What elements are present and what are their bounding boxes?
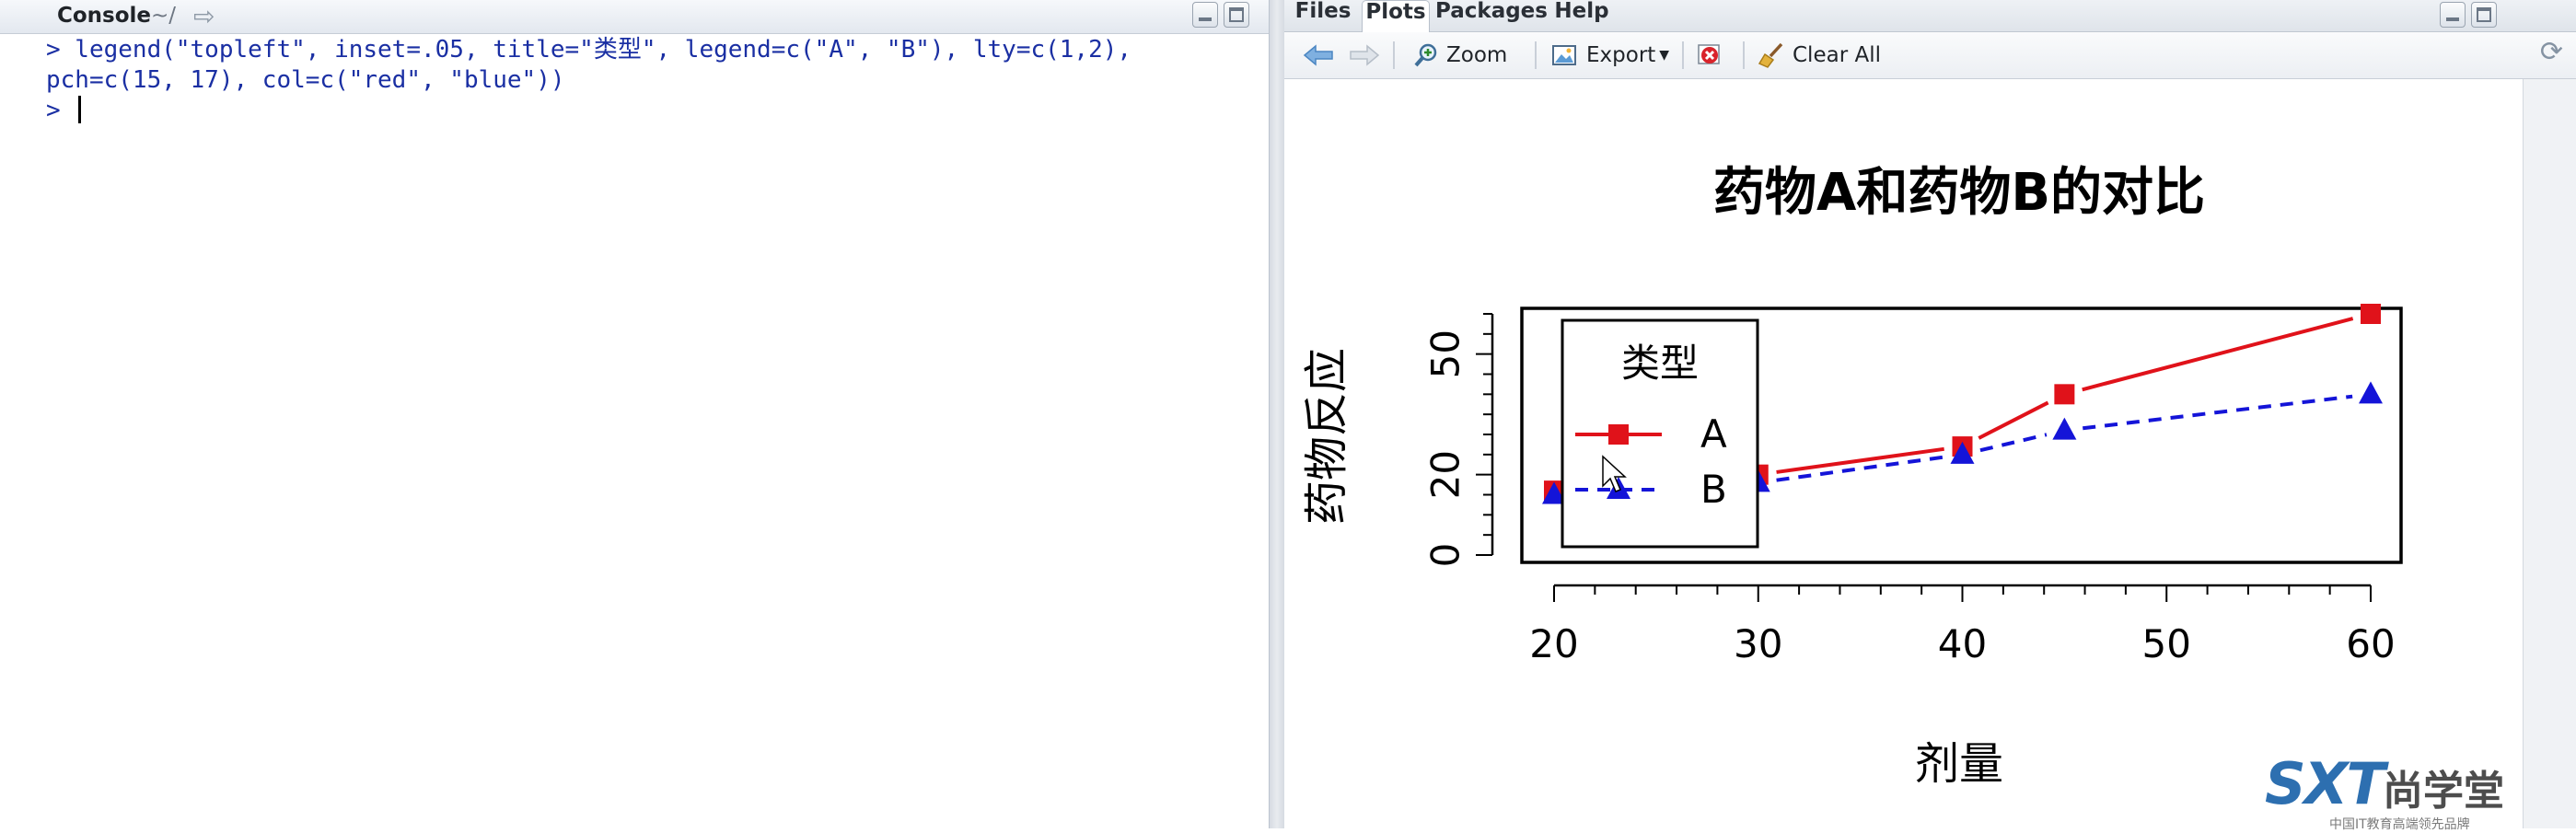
zoom-label: Zoom (1446, 43, 1508, 67)
export-label: Export (1586, 43, 1656, 67)
legend-marker-a (1608, 424, 1629, 445)
data-point-square (2361, 304, 2381, 324)
arrow-right-icon (1350, 44, 1380, 66)
plot-frame (1520, 307, 2403, 564)
y-axis-label: 药物反应 (1301, 348, 1352, 525)
watermark-logo: SXT (2265, 750, 2385, 817)
maximize-icon[interactable] (2471, 2, 2497, 28)
x-tick-label: 60 (2346, 621, 2395, 666)
refresh-icon[interactable]: ⟳ (2539, 36, 2563, 68)
arrow-left-icon (1303, 44, 1333, 66)
plot-scrollbar[interactable] (2523, 79, 2576, 828)
console-line: pch=c(15, 17), col=c("red", "blue")) (46, 66, 565, 94)
data-point-triangle (1542, 481, 1566, 504)
series-line-segment (1978, 400, 2049, 440)
clear-all-label: Clear All (1793, 43, 1881, 67)
toolbar-divider (1682, 41, 1684, 69)
legend-label-b: B (1700, 467, 1727, 512)
tab-files[interactable]: Files (1294, 0, 1352, 23)
x-tick-label: 30 (1734, 621, 1782, 666)
minimize-icon[interactable] (1192, 2, 1218, 28)
chart-title: 药物A和药物B的对比 (1713, 163, 2205, 223)
x-tick-label: 40 (1938, 621, 1987, 666)
chevron-down-icon: ▼ (1659, 48, 1670, 63)
toolbar-divider (1743, 41, 1745, 69)
y-tick-label: 0 (1423, 543, 1468, 568)
plots-toolbar: Zoom Export ▼ Clear All ⟳ (1284, 32, 2576, 79)
export-button[interactable]: Export ▼ (1551, 40, 1669, 71)
data-point-square (2054, 384, 2075, 405)
broom-icon (1758, 42, 1783, 68)
plots-tabbar: Files Plots Packages Help (1284, 0, 2576, 32)
console-input-line[interactable]: > (46, 96, 1261, 126)
console-prompt: > (46, 97, 75, 124)
series-line-segment (1776, 446, 1944, 474)
line-chart: 药物A和药物B的对比 药物反应 剂量 20 30 40 50 60 0 20 50 类型 A … (1301, 163, 2403, 790)
pane-splitter[interactable] (1270, 0, 1284, 828)
remove-plot-button[interactable] (1697, 40, 1728, 71)
series-line-segment (2082, 317, 2354, 392)
maximize-icon[interactable] (1224, 2, 1249, 28)
console-path[interactable]: ~/ (151, 4, 177, 28)
tab-packages[interactable]: Packages (1435, 0, 1548, 23)
x-axis-label: 剂量 (1915, 738, 2003, 790)
console-window-buttons (1192, 2, 1249, 29)
series-line-segment (1776, 455, 1944, 482)
text-cursor (78, 96, 82, 123)
data-point-triangle (1950, 441, 1975, 464)
tab-plots[interactable]: Plots (1362, 0, 1430, 32)
tab-help[interactable]: Help (1554, 0, 1609, 23)
watermark-name: 尚学堂 (2383, 768, 2504, 815)
forward-button[interactable] (1349, 40, 1380, 71)
series-line-segment (2083, 394, 2353, 431)
legend-title: 类型 (1621, 341, 1699, 386)
plots-window-buttons (2440, 2, 2497, 29)
toolbar-divider (1535, 41, 1537, 69)
brand-watermark: SXT 尚学堂 中国IT教育高端领先品牌 (2265, 750, 2576, 832)
data-point-triangle (2359, 381, 2383, 404)
console-header: Console ~/ ⇨ (0, 0, 1269, 34)
console-pane: Console ~/ ⇨ > legend("topleft", inset=.… (0, 0, 1270, 828)
console-line: > legend("topleft", inset=.05, title="类型… (46, 36, 1132, 64)
x-tick-label: 20 (1529, 621, 1578, 666)
watermark-slogan: 中国IT教育高端领先品牌 (2329, 817, 2470, 832)
series-line-segment (1979, 433, 2048, 453)
minimize-icon[interactable] (2440, 2, 2466, 28)
console-output[interactable]: > legend("topleft", inset=.05, title="类型… (46, 35, 1261, 126)
legend-label-a: A (1700, 411, 1727, 457)
magnifier-icon (1414, 43, 1437, 67)
y-tick-label: 20 (1423, 450, 1468, 499)
mouse-pointer-icon (1602, 455, 1627, 492)
y-tick-label: 50 (1423, 330, 1468, 378)
remove-plot-icon (1698, 44, 1720, 64)
clear-all-button[interactable]: Clear All (1758, 40, 1881, 71)
share-arrow-icon[interactable]: ⇨ (193, 1, 215, 31)
back-button[interactable] (1303, 40, 1334, 71)
plots-pane: Files Plots Packages Help Zoom Export ▼ (1284, 0, 2576, 828)
zoom-button[interactable]: Zoom (1413, 40, 1507, 71)
console-title: Console (57, 4, 152, 28)
export-image-icon (1552, 45, 1576, 65)
toolbar-divider (1393, 41, 1395, 69)
plot-viewer: 药物A和药物B的对比 药物反应 剂量 20 30 40 50 60 0 20 50 类型 A … (1284, 79, 2523, 828)
axes-group: 20 30 40 50 60 0 20 50 (1423, 313, 2396, 666)
x-tick-label: 50 (2142, 621, 2191, 666)
chart-legend: 类型 A B (1561, 318, 1759, 549)
data-point-triangle (2052, 417, 2077, 440)
